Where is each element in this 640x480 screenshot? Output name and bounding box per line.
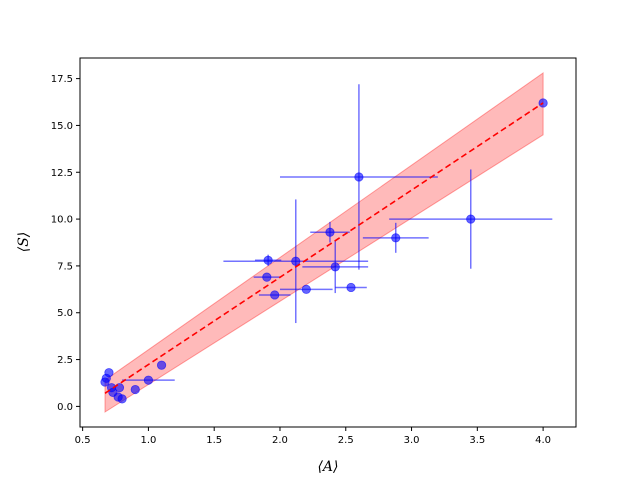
x-tick-label: 3.5 xyxy=(469,435,485,446)
data-point xyxy=(156,360,167,370)
data-point xyxy=(346,282,356,293)
x-tick-label: 1.5 xyxy=(206,435,222,446)
y-tick-label: 17.5 xyxy=(51,74,73,85)
y-tick-label: 7.5 xyxy=(57,261,73,272)
data-point xyxy=(143,375,154,385)
x-tick-label: 2.5 xyxy=(338,435,354,446)
y-tick-label: 12.5 xyxy=(51,168,73,179)
data-point xyxy=(291,256,301,266)
fit-line xyxy=(104,102,544,394)
y-axis-label: ⟨S⟩ xyxy=(16,232,32,253)
x-tick-label: 0.5 xyxy=(75,435,91,446)
y-tick-label: 10.0 xyxy=(51,215,73,226)
x-axis-label: ⟨A⟩ xyxy=(317,459,338,475)
data-point xyxy=(391,233,401,243)
data-point xyxy=(262,272,272,282)
data-point xyxy=(104,368,114,378)
x-tick-label: 1.0 xyxy=(140,435,156,446)
confidence-band xyxy=(104,72,544,413)
y-tick-label: 5.0 xyxy=(57,308,73,319)
x-tick-label: 4.0 xyxy=(535,435,551,446)
data-point xyxy=(330,262,340,272)
data-point xyxy=(117,394,127,404)
data-point xyxy=(301,284,311,294)
data-point xyxy=(270,290,280,300)
data-point xyxy=(354,172,364,182)
plot-area xyxy=(100,72,553,413)
y-tick-label: 0.0 xyxy=(57,402,73,413)
data-point xyxy=(130,384,140,395)
y-tick-label: 15.0 xyxy=(51,121,73,132)
data-point xyxy=(466,214,476,224)
x-tick-label: 3.0 xyxy=(404,435,420,446)
data-point xyxy=(325,227,335,237)
data-point xyxy=(263,255,273,265)
x-axis: 0.5 1.0 1.5 2.0 2.5 3.0 3.5 4.0 xyxy=(75,427,551,446)
y-tick-label: 2.5 xyxy=(57,355,73,366)
x-tick-label: 2.0 xyxy=(272,435,288,446)
y-axis: 0.0 2.5 5.0 7.5 10.0 12.5 15.0 17.5 xyxy=(51,74,80,413)
plot-frame xyxy=(79,57,577,428)
